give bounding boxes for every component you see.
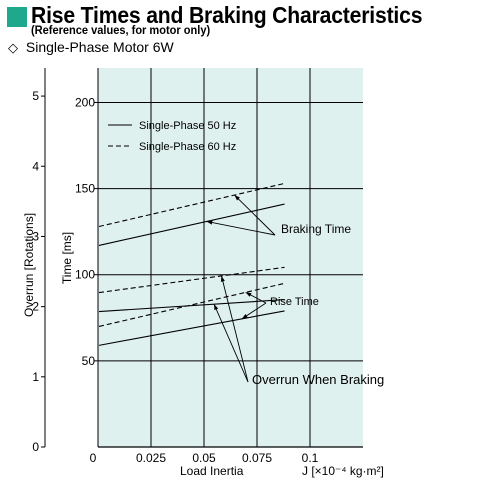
diamond-icon: ◇ bbox=[8, 40, 18, 55]
time-tick-label: 50 bbox=[82, 354, 96, 368]
time-tick-label: 200 bbox=[75, 95, 95, 109]
x-axis-label: Load Inertia bbox=[180, 464, 244, 478]
x-tick-label: 0.05 bbox=[192, 451, 216, 465]
overrun-tick-label: 1 bbox=[32, 370, 39, 384]
overrun-tick-label: 2 bbox=[32, 300, 39, 314]
annotations: Braking Time Rise Time Overrun When Brak… bbox=[206, 194, 384, 387]
annotation-arrowhead bbox=[234, 195, 240, 201]
grid bbox=[98, 68, 363, 447]
header-accent-square bbox=[7, 7, 27, 27]
annotation-arrowhead bbox=[241, 314, 248, 319]
annotation-leader bbox=[213, 303, 249, 383]
legend: Single-Phase 50 Hz Single-Phase 60 Hz bbox=[108, 120, 236, 153]
annotation-rise-time: Rise Time bbox=[270, 296, 319, 308]
overrun-axis-label: Overrun [Rotations] bbox=[22, 213, 36, 317]
annotation-overrun: Overrun When Braking bbox=[252, 372, 384, 387]
overrun-tick-label: 5 bbox=[32, 89, 39, 103]
series-line-overrun-when-braking-solid bbox=[98, 299, 285, 313]
page-title: Rise Times and Braking Characteristics bbox=[31, 2, 423, 28]
time-tick-label: 150 bbox=[75, 182, 95, 196]
annotation-leader bbox=[206, 221, 276, 236]
annotation-arrowhead bbox=[206, 220, 213, 225]
series-line-rise-time-solid bbox=[98, 310, 285, 346]
x-tick-label: 0.1 bbox=[302, 451, 319, 465]
annotation-arrowhead bbox=[214, 304, 219, 311]
time-tick-label: 100 bbox=[75, 268, 95, 282]
series-lines bbox=[98, 182, 285, 346]
annotation-braking-time: Braking Time bbox=[281, 222, 351, 236]
series-line-braking-time-solid bbox=[98, 203, 285, 246]
legend-label-60hz: Single-Phase 60 Hz bbox=[139, 141, 236, 153]
annotation-leader bbox=[221, 275, 249, 383]
legend-label-50hz: Single-Phase 50 Hz bbox=[139, 120, 236, 132]
x-tick-label: 0.025 bbox=[136, 451, 166, 465]
axes bbox=[44, 68, 363, 448]
annotation-leader bbox=[234, 194, 276, 236]
overrun-tick-label: 3 bbox=[32, 229, 39, 243]
time-axis-label: Time [ms] bbox=[60, 232, 74, 284]
x-tick-label: 0 bbox=[90, 451, 97, 465]
subtitle-power: 6W bbox=[152, 39, 174, 55]
annotation-arrowhead bbox=[245, 292, 252, 297]
x-axis-unit: J [×10⁻⁴ kg·m²] bbox=[302, 464, 384, 478]
plot-background bbox=[98, 68, 363, 447]
overrun-tick-label: 4 bbox=[32, 159, 39, 173]
annotation-arrowhead bbox=[220, 275, 225, 282]
series-line-overrun-when-braking-dashed bbox=[98, 266, 285, 294]
chart-subtitle: ◇ Single-Phase Motor 6W bbox=[8, 39, 174, 56]
subtitle-text: Single-Phase Motor bbox=[25, 39, 149, 55]
reference-note: (Reference values, for motor only) bbox=[31, 23, 211, 37]
x-tick-label: 0.075 bbox=[242, 451, 272, 465]
overrun-tick-label: 0 bbox=[32, 440, 39, 454]
